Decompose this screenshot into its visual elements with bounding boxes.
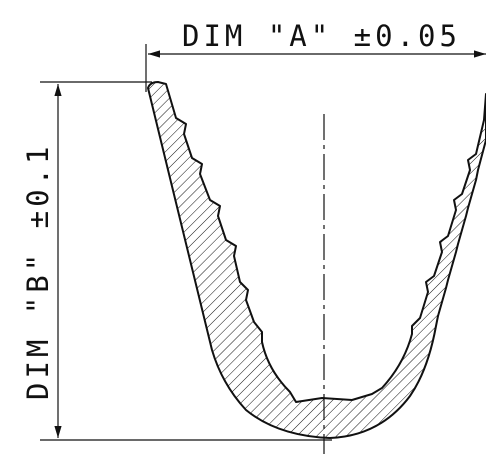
dim-a-label: DIM "A" ±0.05: [182, 19, 461, 53]
dim-b-label: DIM "B" ±0.1: [21, 142, 55, 400]
cup-section: [147, 81, 486, 439]
